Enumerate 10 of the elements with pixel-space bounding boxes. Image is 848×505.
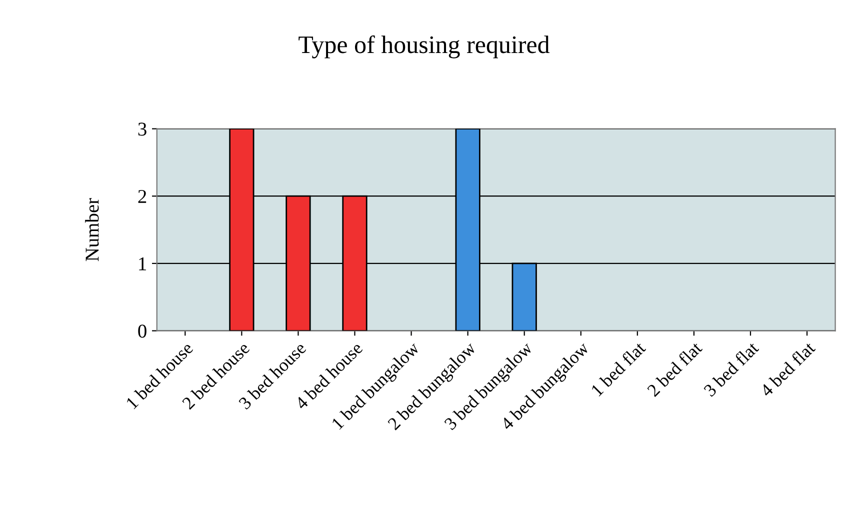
y-tick-label: 0: [138, 324, 146, 338]
y-tick-label: 1: [139, 257, 146, 270]
y-tick-label: 3: [138, 122, 146, 136]
y-tick-label: 2: [138, 190, 146, 203]
chart-title: Type of housing required: [298, 35, 550, 58]
y-axis-title: Number: [85, 198, 99, 262]
x-tick-label: 1 bed flat: [590, 340, 646, 397]
x-tick-label: 2 bed flat: [646, 340, 703, 398]
x-tick-label: 3 bed flat: [702, 340, 760, 398]
x-tick-label: 4 bed flat: [758, 340, 816, 398]
